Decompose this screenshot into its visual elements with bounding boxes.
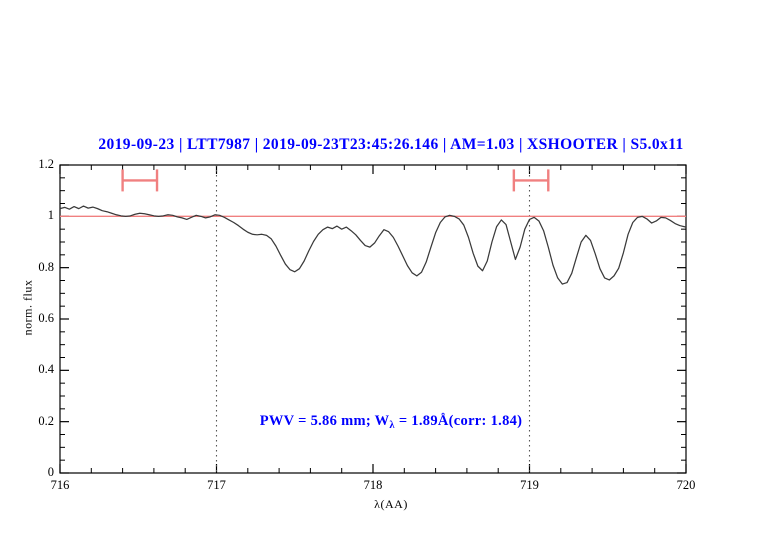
y-tick-label: 1	[47, 208, 54, 223]
x-tick-label: 719	[520, 478, 539, 492]
y-tick-label: 0.6	[38, 311, 54, 325]
x-tick-label: 718	[363, 478, 383, 492]
x-tick-label: 716	[50, 478, 70, 492]
x-axis-label: λ(AA)	[374, 497, 408, 511]
y-tick-label: 0.4	[38, 362, 54, 377]
x-tick-label: 717	[207, 478, 226, 492]
y-axis-label: norm. flux	[20, 279, 35, 336]
pwv-annotation-suffix: = 1.89Å(corr: 1.84)	[394, 413, 523, 429]
plot-title: 2019-09-23 | LTT7987 | 2019-09-23T23:45:…	[98, 136, 684, 153]
spectrum-line	[59, 205, 687, 285]
y-tick-label: 0	[47, 465, 54, 479]
lambda-subscript: λ	[389, 419, 395, 431]
pwv-annotation: PWV = 5.86 mm; Wλ = 1.89Å(corr: 1.84)	[0, 413, 782, 431]
pwv-annotation-prefix: PWV = 5.86 mm; W	[259, 413, 390, 429]
y-tick-label: 1.2	[38, 157, 54, 171]
x-tick-label: 720	[676, 478, 696, 492]
y-tick-label: 0.2	[38, 413, 54, 428]
y-tick-label: 0.8	[38, 259, 54, 274]
